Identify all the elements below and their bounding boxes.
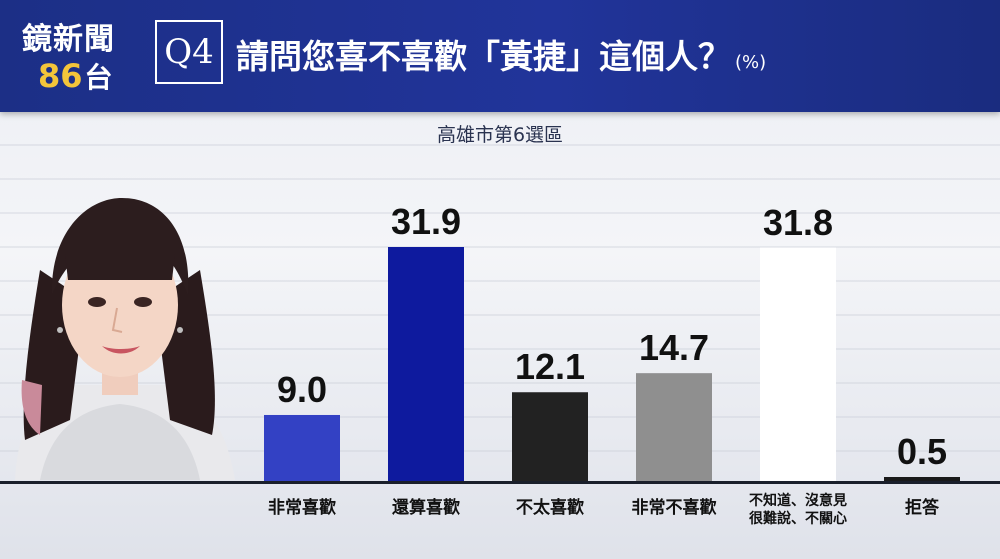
channel-suffix: 台 (84, 61, 113, 94)
value-label-4: 14.7 (638, 327, 710, 369)
bar-6 (884, 477, 960, 481)
category-label-2: 還算喜歡 (356, 498, 496, 518)
value-label-6: 0.5 (896, 431, 948, 472)
question-title: 請問您喜不喜歡「黃捷」這個人？ (%) (236, 30, 766, 78)
category-label-3: 不太喜歡 (480, 498, 620, 518)
category-label-line: 不知道、沒意見 (749, 493, 847, 509)
category-label-line: 拒答 (905, 498, 939, 518)
category-label-line: 非常不喜歡 (631, 498, 717, 518)
channel-logo-number: 86台 (38, 56, 113, 96)
category-label-line: 非常喜歡 (268, 498, 336, 518)
category-label-5: 不知道、沒意見 很難說、不關心 (728, 492, 868, 528)
bar-1 (264, 414, 340, 481)
bar-4 (636, 373, 712, 481)
question-number-badge: Q4 (155, 20, 223, 84)
candidate-portrait (0, 180, 240, 482)
category-label-1: 非常喜歡 (232, 498, 372, 518)
bar-3 (512, 392, 588, 481)
category-label-line: 還算喜歡 (392, 498, 460, 518)
channel-number: 86 (38, 57, 83, 95)
bar-2 (388, 247, 464, 481)
value-label-1: 9.0 (276, 368, 328, 410)
question-text: 請問您喜不喜歡「黃捷」這個人？ (236, 37, 731, 76)
value-label-3: 12.1 (514, 346, 586, 388)
value-label-5: 31.8 (762, 201, 834, 243)
header-bar: 鏡新聞 86台 Q4 請問您喜不喜歡「黃捷」這個人？ (%) (0, 0, 1000, 112)
unit-label: (%) (735, 52, 767, 73)
chart-baseline (0, 481, 1000, 484)
value-label-2: 31.9 (390, 201, 462, 242)
category-label-line: 很難說、不關心 (749, 511, 847, 527)
category-label-line: 不太喜歡 (516, 498, 584, 518)
channel-logo-name: 鏡新聞 (22, 22, 115, 57)
district-subtitle: 高雄市第6選區 (436, 124, 564, 146)
category-label-4: 非常不喜歡 (604, 498, 744, 518)
bar-5 (760, 247, 836, 481)
category-label-6: 拒答 (852, 498, 992, 518)
